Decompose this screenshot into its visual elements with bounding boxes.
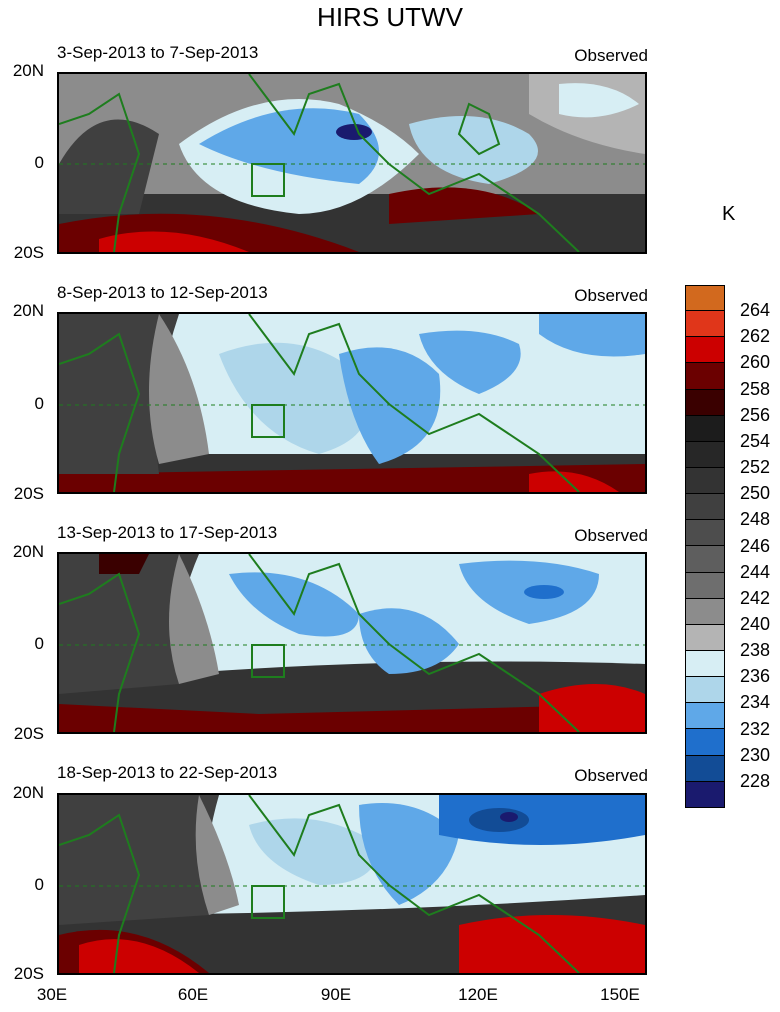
panel-4-ylab-0: 0 (34, 875, 44, 894)
panel-4-ylab-20s: 20S (13, 964, 44, 983)
colorbar-cell (685, 729, 725, 756)
colorbar-cell (685, 494, 725, 521)
x-label-30e: 30E (36, 985, 68, 1004)
colorbar-label: 238 (740, 640, 771, 661)
figure-title: HIRS UTWV (317, 2, 463, 32)
panel-2-ylab-0: 0 (34, 394, 44, 413)
colorbar-label: 242 (740, 587, 771, 608)
panel-1-tag: Observed (574, 46, 648, 65)
colorbar-cell (685, 520, 725, 547)
colorbar-label: 256 (740, 404, 771, 425)
colorbar-cell (685, 285, 725, 312)
colorbar-label: 260 (740, 352, 771, 373)
panel-1-title: 3-Sep-2013 to 7-Sep-2013 (57, 43, 259, 62)
map-panel-1 (57, 72, 647, 254)
panel-1-ylab-0: 0 (34, 153, 44, 172)
panel-3-ylab-20n: 20N (12, 542, 44, 561)
map-panel-2 (57, 312, 647, 494)
panel-3-tag: Observed (574, 526, 648, 545)
colorbar-cell (685, 598, 725, 625)
colorbar-label: 246 (740, 535, 771, 556)
panel-3-ylab-20s: 20S (13, 724, 44, 743)
colorbar-cell (685, 755, 725, 782)
panel-1-ylab-20n: 20N (12, 61, 44, 80)
colorbar-label: 244 (740, 561, 771, 582)
map-panel-3 (57, 552, 647, 734)
colorbar-label: 250 (740, 483, 771, 504)
colorbar-label: 262 (740, 326, 771, 347)
colorbar-label: 248 (740, 509, 771, 530)
colorbar-label: 258 (740, 378, 771, 399)
colorbar-label: 252 (740, 457, 771, 478)
colorbar-label: 228 (740, 770, 771, 791)
panel-2-title: 8-Sep-2013 to 12-Sep-2013 (57, 283, 268, 302)
colorbar-cell (685, 781, 725, 808)
colorbar-cell (685, 650, 725, 678)
panel-3-ylab-0: 0 (34, 634, 44, 653)
colorbar-unit: K (722, 203, 736, 225)
colorbar-label: 234 (740, 692, 771, 713)
colorbar-label: 264 (740, 300, 771, 321)
panel-2-ylab-20n: 20N (12, 301, 44, 320)
x-label-150e: 150E (600, 985, 640, 1004)
colorbar-cell (685, 363, 725, 390)
colorbar-cell (685, 311, 725, 338)
colorbar-cell (685, 703, 725, 730)
colorbar-cell (685, 677, 725, 704)
colorbar-cell (685, 467, 725, 495)
colorbar-cell (685, 415, 725, 442)
panel-3-title: 13-Sep-2013 to 17-Sep-2013 (57, 523, 278, 542)
x-label-90e: 90E (320, 985, 352, 1004)
colorbar-cell (685, 337, 725, 364)
colorbar-cell (685, 546, 725, 573)
colorbar-cell (685, 572, 725, 599)
panel-2-ylab-20s: 20S (13, 484, 44, 503)
panel-1-ylab-20s: 20S (13, 243, 44, 262)
colorbar (685, 285, 725, 808)
panel-2-tag: Observed (574, 286, 648, 305)
colorbar-label: 254 (740, 430, 771, 451)
colorbar-cell (685, 441, 725, 468)
x-label-60e: 60E (177, 985, 209, 1004)
x-label-120e: 120E (458, 985, 498, 1004)
panel-4-title: 18-Sep-2013 to 22-Sep-2013 (57, 763, 278, 782)
colorbar-label: 232 (740, 718, 771, 739)
panel-4-ylab-20n: 20N (12, 783, 44, 802)
map-panel-4 (57, 793, 647, 975)
colorbar-cell (685, 389, 725, 416)
colorbar-label: 236 (740, 666, 771, 687)
colorbar-label: 230 (740, 744, 771, 765)
panel-4-tag: Observed (574, 766, 648, 785)
colorbar-cell (685, 624, 725, 651)
colorbar-label: 240 (740, 613, 771, 634)
